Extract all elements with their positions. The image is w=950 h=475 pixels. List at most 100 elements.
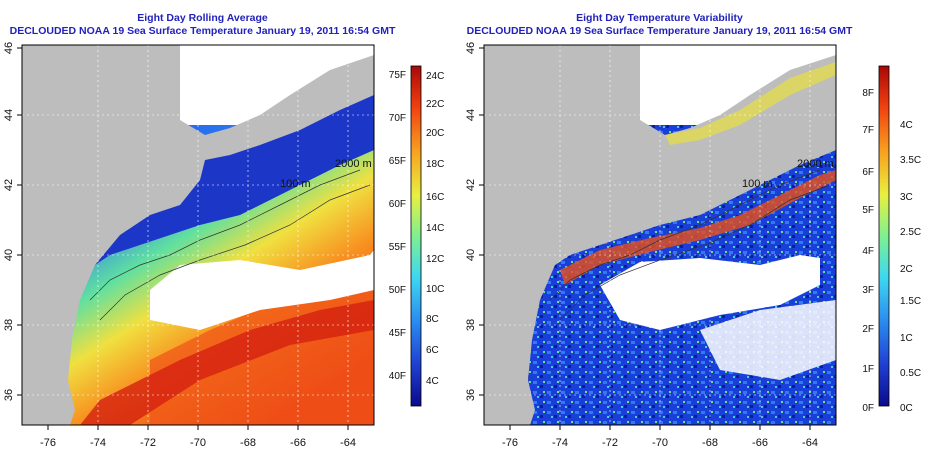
right-lat-tick: 36	[465, 389, 477, 401]
left-lon-tick: -70	[190, 437, 206, 449]
left-lat-tick: 42	[3, 179, 15, 191]
left-lon-tick: -68	[240, 437, 256, 449]
right-graticule	[484, 45, 836, 425]
left-lat-ticks: 36 38 40 42 44 46	[3, 42, 22, 401]
left-lon-tick: -64	[340, 437, 356, 449]
colorbar-label: 2C	[900, 264, 913, 275]
left-lat-tick: 38	[3, 319, 15, 331]
colorbar-label: 3C	[900, 192, 913, 203]
colorbar-label: 24C	[426, 71, 444, 82]
right-lon-tick: -76	[502, 437, 518, 449]
right-high-variability-front	[560, 170, 836, 285]
right-title-line2: DECLOUDED NOAA 19 Sea Surface Temperatur…	[466, 25, 853, 37]
colorbar-label: 14C	[426, 223, 444, 234]
right-lon-tick: -64	[802, 437, 818, 449]
left-lat-tick: 40	[3, 249, 15, 261]
colorbar-label: 16C	[426, 192, 444, 203]
left-bathymetry-2000m	[99, 184, 371, 321]
left-cloud-top	[180, 45, 374, 125]
colorbar-label: 75F	[389, 70, 406, 81]
right-shelf-variability	[665, 62, 836, 145]
left-contour-label-100m: 100 m	[280, 178, 311, 190]
left-lat-tick: 36	[3, 389, 15, 401]
left-lon-tick: -66	[290, 437, 306, 449]
colorbar-label: 6F	[862, 167, 874, 178]
colorbar-label: 8F	[862, 88, 874, 99]
right-lon-tick: -72	[602, 437, 618, 449]
right-land	[484, 45, 836, 425]
left-bathymetry-100m	[89, 169, 361, 301]
left-panel-title: Eight Day Rolling Average DECLOUDED NOAA…	[5, 12, 400, 38]
left-lon-tick: -74	[90, 437, 106, 449]
right-colorbar-fahrenheit: 8F 7F 6F 5F 4F 3F 2F 1F 0F	[862, 88, 874, 414]
right-contour-label-2000m: 2000 m	[797, 158, 834, 170]
colorbar-label: 1F	[862, 364, 874, 375]
right-bathymetry-2000m	[559, 184, 831, 321]
colorbar-label: 4C	[426, 376, 439, 387]
colorbar-label: 18C	[426, 159, 444, 170]
right-lat-tick: 40	[465, 249, 477, 261]
colorbar-label: 3.5C	[900, 155, 921, 166]
colorbar-label: 5F	[862, 205, 874, 216]
right-cloud-patch-east	[700, 300, 836, 380]
right-lat-ticks: 36 38 40 42 44 46	[465, 42, 484, 401]
left-lat-tick: 44	[3, 109, 15, 121]
colorbar-label: 22C	[426, 99, 444, 110]
right-lat-tick: 38	[465, 319, 477, 331]
left-gulfstream	[80, 300, 374, 425]
colorbar-label: 40F	[389, 371, 406, 382]
colorbar-label: 70F	[389, 113, 406, 124]
right-map	[484, 45, 836, 425]
colorbar-label: 2F	[862, 324, 874, 335]
left-cloud-gap	[150, 250, 374, 330]
right-lon-tick: -70	[652, 437, 668, 449]
right-lat-tick: 44	[465, 109, 477, 121]
right-colorbar-celsius: 4C 3.5C 3C 2.5C 2C 1.5C 1C 0.5C 0C	[900, 120, 921, 414]
left-map	[22, 45, 374, 425]
colorbar-label: 8C	[426, 314, 439, 325]
right-cloud-top	[640, 45, 836, 125]
right-cloud-gap	[600, 255, 820, 330]
left-graticule	[22, 45, 374, 425]
colorbar-label: 6C	[426, 345, 439, 356]
left-colorbar: 75F 70F 65F 60F 55F 50F 45F 40F 24C 22C …	[389, 65, 444, 407]
right-colorbar-ramp	[878, 65, 890, 407]
colorbar-label: 7F	[862, 125, 874, 136]
left-contour-label-2000m: 2000 m	[335, 158, 372, 170]
colorbar-label: 10C	[426, 284, 444, 295]
right-title-line1: Eight Day Temperature Variability	[576, 12, 743, 24]
right-lat-tick: 42	[465, 179, 477, 191]
left-lon-ticks: -76 -74 -72 -70 -68 -66 -64	[40, 425, 356, 449]
colorbar-label: 50F	[389, 285, 406, 296]
left-title-line2: DECLOUDED NOAA 19 Sea Surface Temperatur…	[9, 25, 396, 37]
right-lon-tick: -74	[552, 437, 568, 449]
colorbar-label: 4C	[900, 120, 913, 131]
left-title-line1: Eight Day Rolling Average	[137, 12, 268, 24]
colorbar-label: 3F	[862, 285, 874, 296]
right-lon-tick: -66	[752, 437, 768, 449]
colorbar-label: 2.5C	[900, 227, 921, 238]
colorbar-label: 0F	[862, 403, 874, 414]
colorbar-label: 1C	[900, 333, 913, 344]
left-lon-tick: -72	[140, 437, 156, 449]
left-colorbar-celsius: 24C 22C 20C 18C 16C 14C 12C 10C 8C 6C 4C	[426, 71, 444, 387]
right-contour-label-100m: 100 m	[742, 178, 773, 190]
right-colorbar: 8F 7F 6F 5F 4F 3F 2F 1F 0F 4C 3.5C 3C 2.…	[862, 65, 921, 414]
colorbar-label: 45F	[389, 328, 406, 339]
colorbar-label: 20C	[426, 128, 444, 139]
left-shelf-water	[95, 95, 374, 265]
right-lon-tick: -68	[702, 437, 718, 449]
colorbar-label: 0.5C	[900, 368, 921, 379]
left-lat-tick: 46	[3, 42, 15, 54]
left-colorbar-ramp	[410, 65, 422, 407]
left-colorbar-fahrenheit: 75F 70F 65F 60F 55F 50F 45F 40F	[389, 70, 406, 382]
right-panel-title: Eight Day Temperature Variability DECLOU…	[462, 12, 857, 38]
colorbar-label: 12C	[426, 254, 444, 265]
colorbar-label: 55F	[389, 242, 406, 253]
right-lat-tick: 46	[465, 42, 477, 54]
left-lon-tick: -76	[40, 437, 56, 449]
colorbar-label: 60F	[389, 199, 406, 210]
colorbar-label: 1.5C	[900, 296, 921, 307]
colorbar-label: 0C	[900, 403, 913, 414]
